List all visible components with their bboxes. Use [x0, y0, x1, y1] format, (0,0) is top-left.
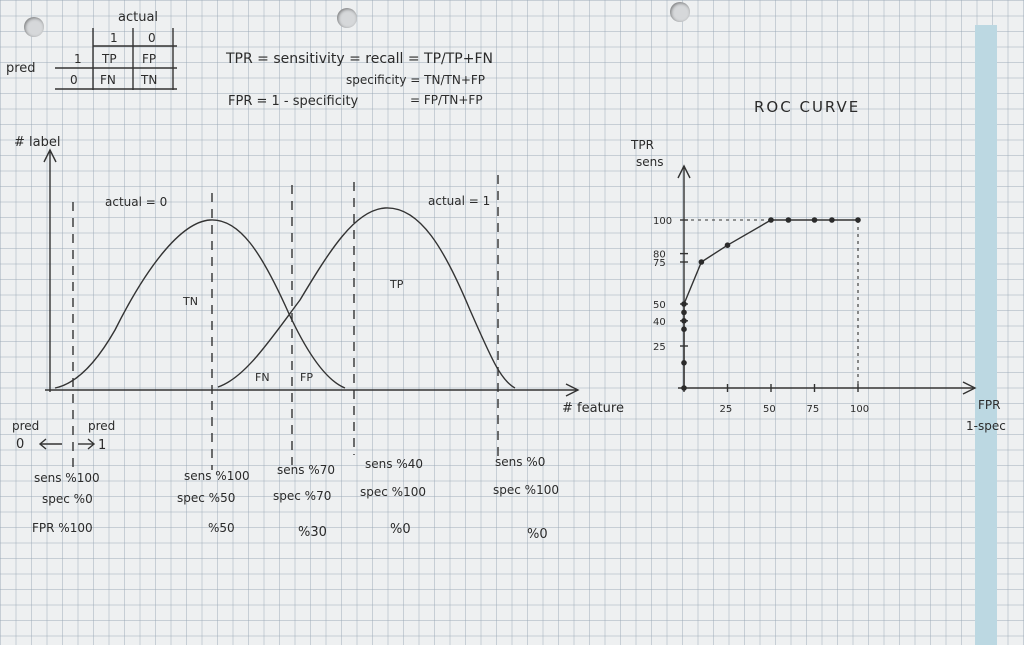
matrix-col-0: 0 [148, 31, 156, 45]
distribution-plot: # label # feature actual = 0 actual = 1 … [12, 135, 624, 470]
matrix-pred-header: pred [6, 61, 36, 76]
roc-y-tick-label: 100 [653, 216, 672, 227]
roc-point [681, 301, 687, 307]
roc-point [681, 318, 687, 324]
roc-point [855, 217, 861, 223]
roc-x-tick-label: 50 [763, 404, 776, 415]
formula-fpr: FPR = 1 - specificity [228, 94, 359, 109]
paper-margin-strip [975, 25, 997, 645]
roc-point [829, 217, 835, 223]
roc-point [768, 217, 774, 223]
matrix-cell-tn: TN [140, 73, 157, 87]
dist-x-arrow [565, 383, 580, 397]
formula-fpr-value: = FP/TN+FP [410, 93, 483, 107]
t1-sens: sens %100 [34, 471, 100, 485]
t4-spec: spec %100 [360, 485, 426, 499]
roc-point [724, 242, 731, 248]
matrix-row-0: 0 [70, 73, 78, 87]
formula-tpr: TPR = sensitivity = recall = TP/TP+FN [225, 51, 493, 67]
confusion-matrix: actual pred 1 0 1 0 TP FP FN TN [6, 10, 177, 90]
roc-chart: ROC CURVE TPR sens FPR 1-spec 1008075504… [630, 98, 1006, 433]
matrix-cell-tp: TP [101, 52, 117, 66]
roc-x-label-1: FPR [978, 398, 1000, 412]
arrow-left-head [38, 438, 47, 450]
t3-sens: sens %70 [277, 463, 335, 477]
t2-fpr: %50 [208, 521, 235, 535]
roc-x-tick-label: 100 [850, 404, 869, 415]
roc-x-arrow [962, 381, 977, 395]
roc-title: ROC CURVE [754, 98, 860, 116]
roc-y-arrow [677, 164, 691, 179]
t4-sens: sens %40 [365, 457, 423, 471]
curve-actual-1 [217, 207, 516, 389]
pred-right-label: pred [88, 419, 115, 433]
roc-y-tick-label: 40 [653, 317, 666, 328]
matrix-col-1: 1 [110, 31, 118, 45]
region-fp: FP [300, 371, 313, 384]
roc-y-tick-label: 80 [653, 250, 666, 261]
t5-sens: sens %0 [495, 455, 545, 469]
curve-actual-0 [54, 219, 346, 389]
roc-line [683, 219, 858, 388]
roc-point [681, 360, 687, 366]
t2-sens: sens %100 [184, 469, 250, 483]
matrix-cell-fp: FP [142, 52, 156, 66]
threshold-metrics: sens %100 spec %0 FPR %100 sens %100 spe… [32, 455, 559, 542]
t5-spec: spec %100 [493, 483, 559, 497]
label-actual-0: actual = 0 [105, 195, 167, 209]
roc-point [681, 326, 687, 333]
pred-right-value: 1 [98, 438, 106, 453]
roc-point [681, 385, 687, 391]
roc-point [681, 309, 687, 316]
pred-left-value: 0 [16, 437, 24, 452]
matrix-cell-fn: FN [100, 73, 116, 87]
roc-x-tick-label: 25 [720, 404, 733, 415]
roc-series [681, 217, 861, 391]
region-tp: TP [389, 278, 404, 291]
t3-fpr: %30 [298, 525, 327, 540]
t3-spec: spec %70 [273, 489, 331, 503]
matrix-actual-header: actual [118, 10, 158, 25]
formula-specificity: specificity = TN/TN+FP [346, 73, 485, 87]
t4-fpr: %0 [390, 522, 411, 537]
arrow-right-head [87, 438, 96, 450]
dist-y-arrow [43, 148, 57, 163]
roc-y-label-2: sens [636, 155, 664, 169]
roc-point [698, 259, 705, 265]
binder-hole [24, 17, 44, 37]
dist-x-label: # feature [562, 401, 624, 416]
binder-hole [670, 2, 690, 22]
roc-point [785, 217, 792, 223]
roc-y-tick-label: 75 [653, 258, 666, 269]
dist-y-label: # label [14, 135, 60, 150]
pred-left-label: pred [12, 419, 39, 433]
binder-hole [337, 8, 357, 28]
t1-spec: spec %0 [42, 492, 93, 506]
matrix-row-1: 1 [74, 52, 82, 66]
roc-guides [684, 219, 859, 388]
roc-y-tick-label: 25 [653, 342, 666, 353]
t2-spec: spec %50 [177, 491, 235, 505]
t1-fpr: FPR %100 [32, 521, 93, 535]
formulas: TPR = sensitivity = recall = TP/TP+FN sp… [225, 51, 493, 109]
roc-x-label-2: 1-spec [966, 419, 1006, 433]
roc-point [811, 217, 818, 223]
region-fn: FN [255, 371, 270, 384]
label-actual-1: actual = 1 [428, 194, 490, 208]
roc-y-tick-label: 50 [653, 300, 666, 311]
t5-fpr: %0 [527, 527, 548, 542]
region-tn: TN [182, 295, 198, 308]
roc-y-label-1: TPR [630, 138, 654, 152]
roc-x-tick-label: 75 [807, 404, 820, 415]
